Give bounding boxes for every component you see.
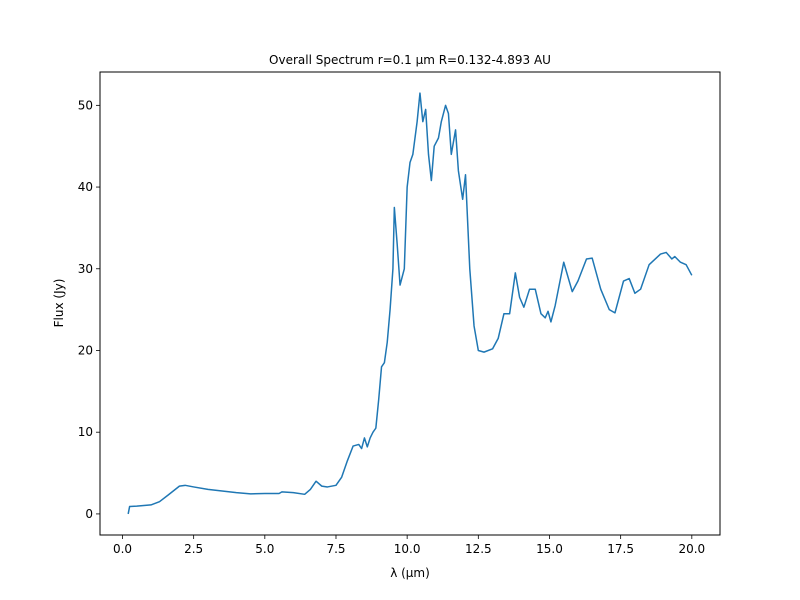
- y-tick-label: 0: [85, 507, 93, 521]
- data-line: [127, 92, 693, 515]
- x-tick-label: 15.0: [536, 542, 563, 556]
- x-tick-label: 20.0: [678, 542, 705, 556]
- x-tick-label: 12.5: [465, 542, 492, 556]
- x-tick-label: 17.5: [607, 542, 634, 556]
- x-tick-label: 10.0: [394, 542, 421, 556]
- x-tick-label: 5.0: [255, 542, 274, 556]
- y-tick-label: 10: [78, 425, 93, 439]
- y-tick-label: 20: [78, 343, 93, 357]
- x-tick-label: 0.0: [113, 542, 132, 556]
- axes-frame: [99, 71, 721, 536]
- x-axis-label: λ (μm): [390, 566, 430, 580]
- plot-area: [127, 92, 693, 515]
- x-tick-label: 2.5: [184, 542, 203, 556]
- y-tick-label: 30: [78, 262, 93, 276]
- chart-title: Overall Spectrum r=0.1 μm R=0.132-4.893 …: [269, 53, 551, 67]
- y-axis-label: Flux (Jy): [52, 279, 66, 328]
- y-tick-label: 40: [78, 180, 93, 194]
- x-tick-label: 7.5: [326, 542, 345, 556]
- y-tick-label: 50: [78, 98, 93, 112]
